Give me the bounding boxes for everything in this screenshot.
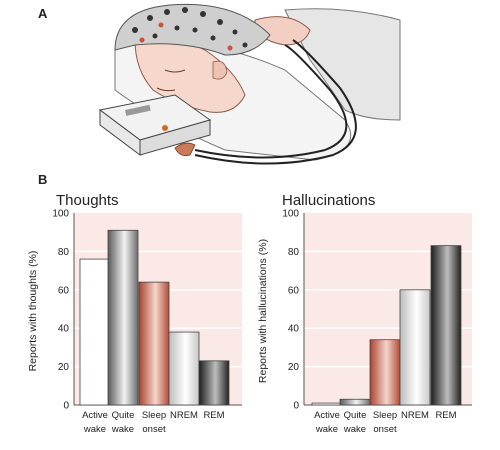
x-tick-label: REM: [435, 410, 456, 421]
y-tick-label: 100: [52, 209, 69, 220]
bar: [369, 339, 401, 406]
y-axis-title: Reports with hallucinations (%): [257, 239, 269, 383]
sleeping-subject-illustration: [98, 3, 401, 165]
panel-label-a: A: [38, 6, 48, 21]
x-tick-label: NREM: [401, 410, 429, 421]
bar: [198, 360, 230, 406]
panel-label-b: B: [38, 172, 48, 187]
y-tick-label: 80: [58, 247, 70, 258]
bar: [168, 331, 200, 406]
chart-title: Hallucinations: [282, 192, 375, 209]
bar-charts: Thoughts Reports with thoughts (%) 0 20 40…: [27, 192, 472, 435]
bar: [399, 289, 431, 406]
bar: [311, 402, 343, 406]
bar: [430, 245, 462, 406]
y-tick-label: 0: [63, 401, 69, 412]
chart-title: Thoughts: [56, 192, 119, 209]
x-tick-label: Sleep: [142, 410, 166, 421]
y-axis-title: Reports with thoughts (%): [27, 251, 39, 372]
x-tick-label: Active: [314, 410, 340, 421]
x-tick-label: wake: [83, 424, 106, 435]
y-tick-label: 20: [58, 362, 70, 373]
x-tick-label: wake: [343, 424, 366, 435]
x-tick-label: wake: [111, 424, 134, 435]
y-tick-label: 20: [288, 362, 300, 373]
x-tick-label: wake: [315, 424, 338, 435]
x-tick-label: REM: [203, 410, 224, 421]
x-tick-label: onset: [373, 424, 397, 435]
y-tick-label: 60: [288, 285, 300, 296]
bar: [79, 258, 111, 406]
chart-hallucinations: Hallucinations Reports with hallucinatio…: [257, 192, 472, 435]
chart-thoughts: Thoughts Reports with thoughts (%) 0 20 40…: [27, 192, 242, 435]
x-tick-label: Quite: [112, 410, 135, 421]
x-tick-label: Active: [82, 410, 108, 421]
bar: [107, 229, 139, 406]
y-tick-label: 100: [282, 209, 299, 220]
bar: [138, 281, 170, 406]
y-tick-label: 40: [288, 324, 300, 335]
y-tick-label: 60: [58, 285, 70, 296]
x-tick-label: Sleep: [373, 410, 397, 421]
x-tick-label: onset: [142, 424, 166, 435]
y-tick-label: 80: [288, 247, 300, 258]
x-tick-label: NREM: [170, 410, 198, 421]
x-tick-label: Quite: [344, 410, 367, 421]
bar: [339, 398, 371, 406]
y-tick-label: 40: [58, 324, 70, 335]
y-tick-label: 0: [293, 401, 299, 412]
